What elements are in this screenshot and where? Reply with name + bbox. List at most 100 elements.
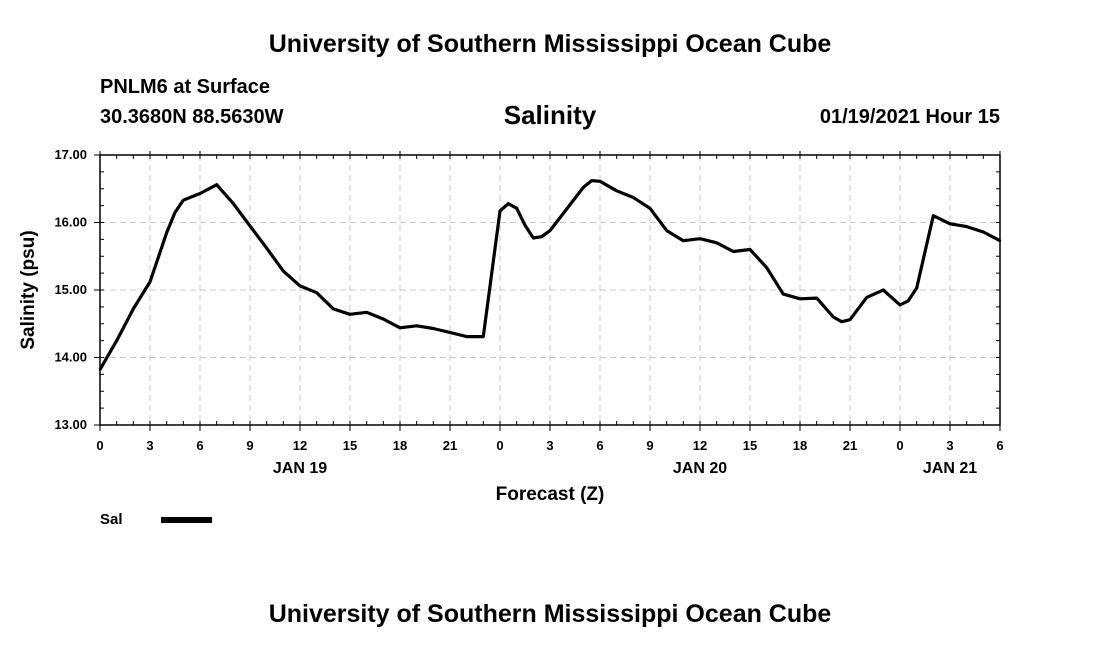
forecast-timestamp: 01/19/2021 Hour 15 xyxy=(819,106,1000,128)
series-point xyxy=(265,247,268,250)
series-point xyxy=(165,231,168,234)
series-point xyxy=(582,186,585,189)
series-point xyxy=(540,235,543,238)
x-tick-label: 15 xyxy=(743,438,757,453)
series-point xyxy=(732,250,735,253)
series-point xyxy=(590,179,593,182)
x-tick-label: 9 xyxy=(246,438,253,453)
variable-title: Salinity xyxy=(503,100,597,130)
series-point xyxy=(565,207,568,211)
series-point xyxy=(615,189,618,192)
series-point xyxy=(173,211,177,214)
x-tick-label: 3 xyxy=(546,438,553,453)
x-tick-label: 18 xyxy=(393,438,407,453)
x-tick-label: 0 xyxy=(896,438,903,453)
series-point xyxy=(298,284,302,288)
y-axis-title: Salinity (psu) xyxy=(18,230,39,349)
series-point xyxy=(907,299,910,302)
series-point xyxy=(982,230,985,234)
y-tick-label: 14.00 xyxy=(54,350,87,365)
series-point xyxy=(840,320,843,323)
series-point xyxy=(115,339,118,342)
x-tick-label: 6 xyxy=(996,438,1003,453)
grid-lines xyxy=(100,155,1000,425)
series-point xyxy=(398,326,402,329)
x-tick-label: 18 xyxy=(793,438,807,453)
series-point xyxy=(148,280,152,284)
series-point xyxy=(948,222,952,225)
day-label: JAN 21 xyxy=(923,460,977,477)
series-point xyxy=(415,324,418,327)
x-axis-title: Forecast (Z) xyxy=(496,484,605,505)
series-point xyxy=(332,307,335,311)
x-tick-label: 21 xyxy=(843,438,857,453)
legend-label: Sal xyxy=(100,511,123,528)
x-tick-label: 12 xyxy=(693,438,707,453)
station-coordinates: 30.3680N 88.5630W xyxy=(100,106,284,128)
series-point xyxy=(915,286,918,290)
series-point xyxy=(898,303,902,307)
series-point xyxy=(132,307,135,311)
series-points xyxy=(98,179,1002,371)
series-point xyxy=(632,196,635,199)
series-point xyxy=(782,292,785,296)
series-point xyxy=(715,241,718,244)
series-point xyxy=(882,288,885,292)
series-point xyxy=(215,183,218,186)
series-point xyxy=(798,297,802,300)
series-point xyxy=(232,202,235,205)
day-label: JAN 19 xyxy=(273,460,327,477)
x-tick-label: 0 xyxy=(96,438,103,453)
series-point xyxy=(865,296,868,299)
series-point xyxy=(98,368,102,371)
series-point xyxy=(765,266,768,269)
series-point xyxy=(998,239,1002,242)
series-point xyxy=(248,224,252,228)
y-tick-label: 16.00 xyxy=(54,215,87,230)
x-tick-label: 9 xyxy=(646,438,653,453)
series-point xyxy=(432,327,435,330)
series-point xyxy=(482,335,485,338)
series-point xyxy=(448,331,452,334)
series-point xyxy=(965,225,968,228)
series-point xyxy=(282,269,285,273)
series-point xyxy=(832,315,835,319)
x-tick-label: 12 xyxy=(293,438,307,453)
series-point xyxy=(507,202,510,205)
axis-tick-labels: 13.00 14.00 15.00 16.00 17.00 0 3 6 9 12 15 18 21 0 3 6… xyxy=(54,147,1003,477)
station-label: PNLM6 at Surface xyxy=(100,76,271,98)
day-label: JAN 20 xyxy=(673,460,727,477)
chart-bottom-title: University of Southern Mississippi Ocean… xyxy=(268,600,832,628)
series-point xyxy=(515,207,518,210)
series-point xyxy=(698,237,702,240)
series-point xyxy=(315,291,318,294)
x-tick-label: 6 xyxy=(596,438,603,453)
x-tick-label: 3 xyxy=(146,438,153,453)
series-point xyxy=(815,296,818,300)
series-point xyxy=(348,313,352,316)
x-tick-label: 3 xyxy=(946,438,953,453)
x-tick-label: 21 xyxy=(443,438,457,453)
series-point xyxy=(648,207,652,210)
x-tick-label: 15 xyxy=(343,438,357,453)
series-point xyxy=(532,236,535,240)
y-tick-label: 13.00 xyxy=(54,417,87,432)
x-tick-label: 0 xyxy=(496,438,503,453)
series-point xyxy=(523,224,527,227)
series-point xyxy=(932,214,935,217)
series-point xyxy=(598,180,602,183)
series-point xyxy=(365,311,368,314)
series-point xyxy=(465,335,468,338)
series-point xyxy=(682,239,685,242)
salinity-series-line xyxy=(98,179,1001,371)
series-point xyxy=(498,209,502,213)
series-point xyxy=(748,248,752,251)
series-point xyxy=(382,317,385,321)
y-tick-label: 15.00 xyxy=(54,282,87,297)
series-point xyxy=(182,199,185,202)
x-tick-label: 6 xyxy=(196,438,203,453)
series-point xyxy=(198,192,202,195)
y-tick-label: 17.00 xyxy=(54,147,87,162)
chart-top-title: University of Southern Mississippi Ocean… xyxy=(268,30,832,58)
